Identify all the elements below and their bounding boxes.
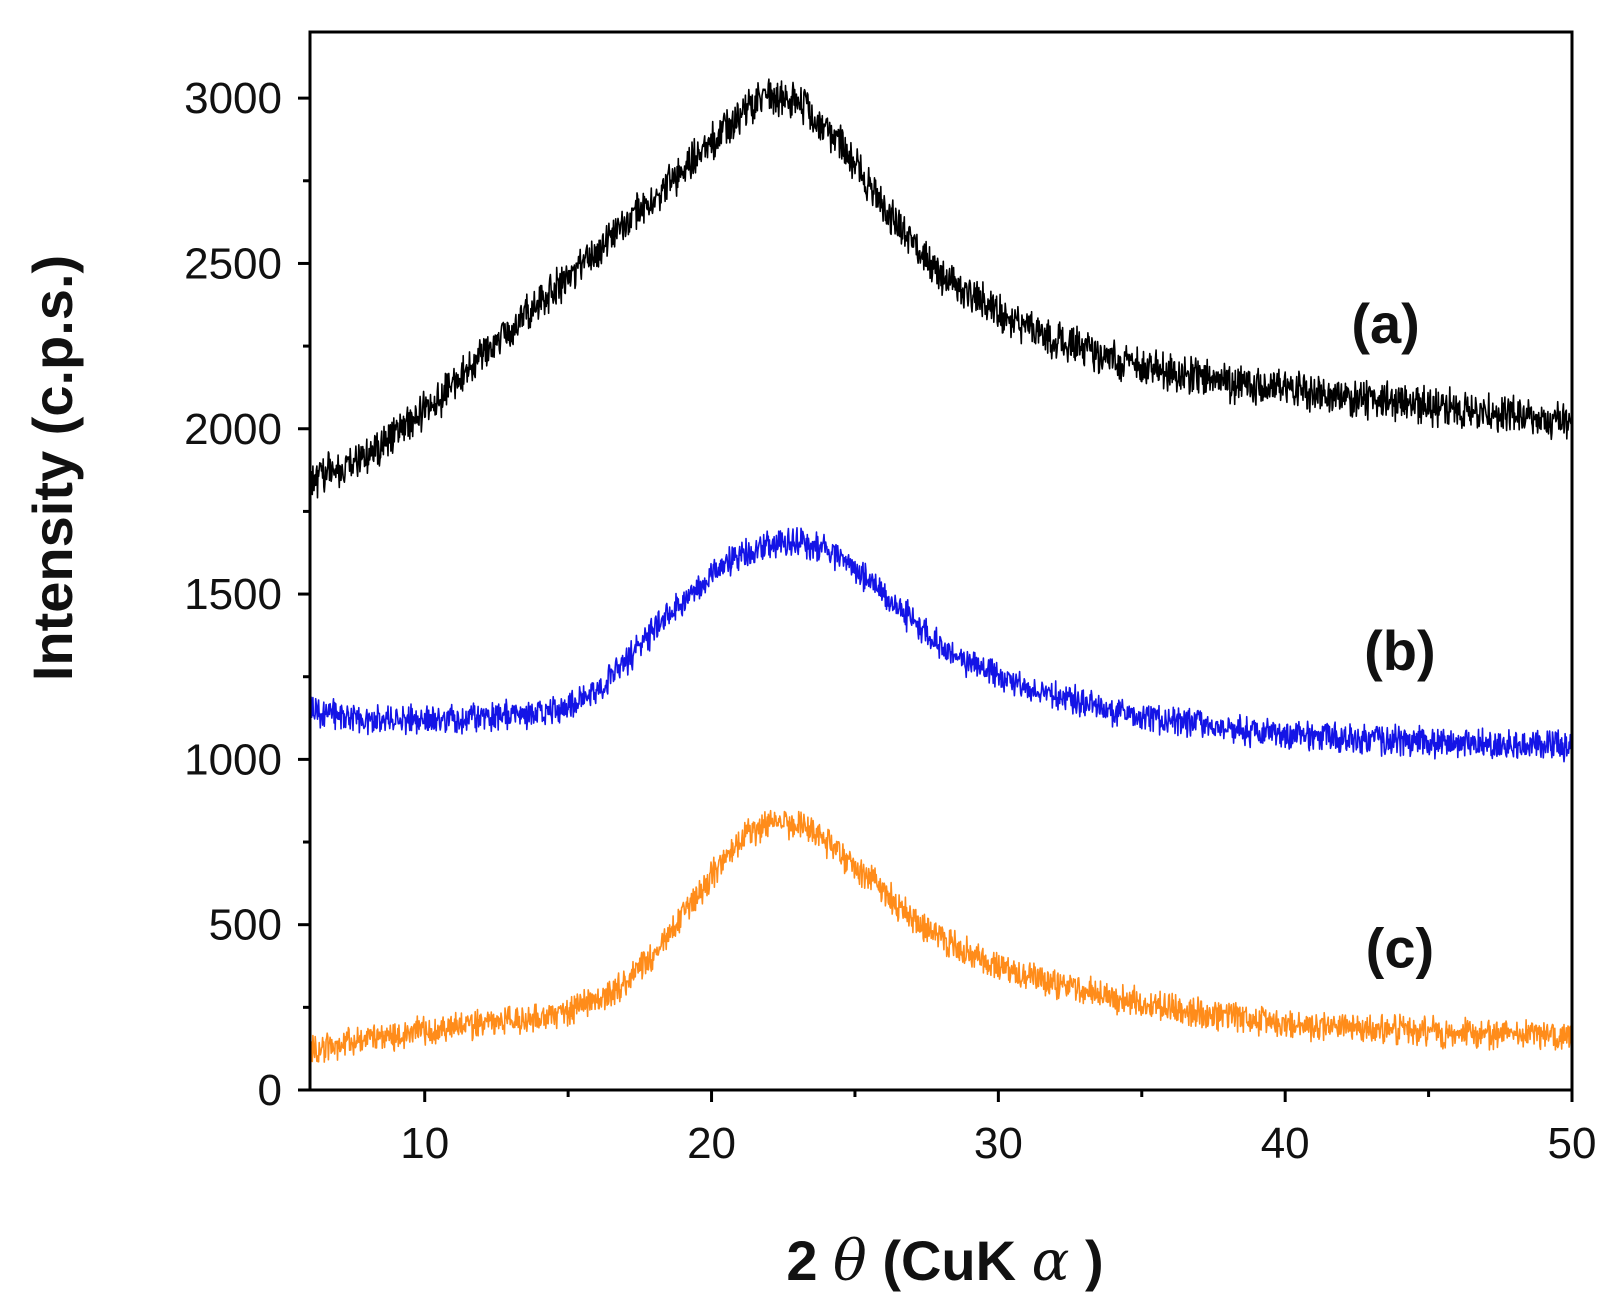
- x-tick-label: 20: [687, 1119, 736, 1168]
- tick-layer: [298, 96, 1574, 1102]
- y-tick-label: 2000: [184, 405, 282, 454]
- plot-frame: [308, 30, 1574, 1092]
- series-line-a: [309, 78, 1573, 499]
- y-tick-label: 3000: [184, 74, 282, 123]
- label-layer: 10 20 30 40 50050010001500200025003000(a)(b)…: [184, 74, 1596, 1168]
- x-tick-label: 30: [974, 1119, 1023, 1168]
- x-axis-title-prefix: 2: [786, 1229, 817, 1292]
- y-tick-label: 500: [209, 901, 282, 950]
- series-layer: [309, 78, 1573, 1063]
- series-line-b: [309, 527, 1573, 763]
- x-axis-title: 2 θ (CuK α ): [786, 1229, 1103, 1294]
- x-axis-title-middle: (CuK: [882, 1229, 1016, 1292]
- x-tick-label: 50: [1548, 1119, 1597, 1168]
- series-label-a: (a): [1351, 292, 1419, 355]
- series-label-b: (b): [1364, 619, 1436, 682]
- x-axis-title-suffix: ): [1085, 1229, 1104, 1292]
- y-tick-label: 1000: [184, 735, 282, 784]
- x-axis-title-alpha: α: [1032, 1229, 1070, 1294]
- x-axis-title-theta: θ: [833, 1229, 867, 1294]
- y-tick-label: 2500: [184, 239, 282, 288]
- y-tick-label: 0: [258, 1066, 282, 1115]
- series-label-c: (c): [1366, 917, 1434, 980]
- x-tick-label: 40: [1261, 1119, 1310, 1168]
- series-line-c: [309, 809, 1573, 1063]
- y-axis-title: Intensity (c.p.s.): [21, 255, 84, 681]
- y-tick-label: 1500: [184, 570, 282, 619]
- x-tick-label: 10: [400, 1119, 449, 1168]
